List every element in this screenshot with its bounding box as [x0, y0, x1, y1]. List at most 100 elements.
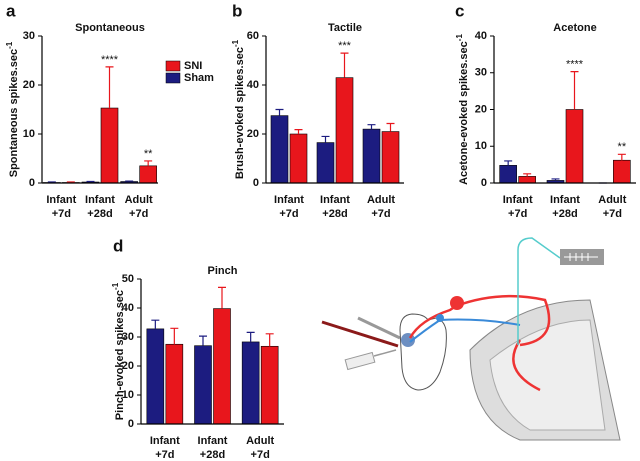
bar [381, 131, 400, 184]
bar [241, 341, 260, 425]
wire [517, 237, 561, 259]
y-tick-label: 0 [29, 177, 35, 189]
error-bar [367, 124, 376, 130]
error-bar [551, 178, 560, 181]
x-tick-label: +7d [279, 208, 298, 220]
chart-title: Tactile [328, 22, 362, 34]
bar [316, 142, 335, 184]
y-tick-label: 30 [122, 331, 134, 343]
error-bar [504, 160, 513, 166]
error-bar [151, 319, 160, 329]
error-bar [321, 135, 330, 143]
schematic [321, 237, 621, 441]
y-tick-label: 30 [475, 67, 487, 79]
bar [613, 159, 631, 184]
y-tick-label: 40 [122, 302, 134, 314]
x-tick-label: +7d [155, 449, 174, 461]
x-tick-label: Infant [550, 194, 580, 206]
bar [139, 165, 157, 184]
x-tick-label: +28d [87, 208, 112, 220]
bar [165, 343, 184, 425]
y-tick-label: 20 [122, 360, 134, 372]
legend-label: SNI [184, 60, 202, 72]
x-tick-label: +7d [371, 208, 390, 220]
error-bar [523, 173, 532, 177]
afferent-red [408, 294, 551, 347]
error-bar [218, 286, 226, 309]
x-tick-label: Adult [367, 194, 395, 206]
error-bar [294, 128, 303, 134]
brush [321, 320, 399, 348]
chart-title: Spontaneous [75, 22, 145, 34]
y-tick-label: 40 [247, 79, 259, 91]
significance: *** [338, 40, 352, 52]
y-tick-label: 0 [253, 177, 259, 189]
x-tick-label: Infant [274, 194, 304, 206]
y-tick-label: 60 [247, 30, 259, 42]
x-tick-label: Infant [198, 435, 228, 447]
chart-title: Acetone [553, 22, 596, 34]
error-bar [144, 160, 153, 166]
bar [362, 128, 381, 184]
x-tick-label: +28d [200, 449, 225, 461]
spike-trace [564, 253, 598, 261]
y-axis-label: Spontaneous spikes.sec-1 [5, 41, 20, 177]
y-axis-label-sup: -1 [231, 39, 240, 47]
y-tick-label: 0 [481, 177, 487, 189]
y-tick-label: 20 [247, 128, 259, 140]
x-tick-label: +7d [603, 208, 622, 220]
significance: **** [101, 54, 119, 66]
y-tick-label: 40 [475, 30, 487, 42]
needle [373, 349, 397, 357]
y-axis-label: Brush-evoked spikes.sec-1 [231, 39, 246, 179]
y-tick-label: 30 [23, 30, 35, 42]
x-tick-label: Adult [246, 435, 274, 447]
y-axis-label-sup: -1 [5, 41, 14, 49]
x-tick-label: +7d [52, 208, 71, 220]
x-tick-label: +28d [322, 208, 347, 220]
bar [499, 165, 517, 184]
bar [289, 133, 308, 184]
bar [270, 115, 289, 184]
syringe [344, 351, 376, 371]
error-bar [340, 52, 349, 78]
panel-label: c [455, 1, 464, 20]
bar [518, 176, 536, 184]
x-tick-label: Infant [85, 194, 115, 206]
dorsal-horn [489, 319, 606, 431]
panel-label: b [232, 1, 242, 20]
error-bar [617, 153, 626, 161]
chart-title: Pinch [208, 265, 238, 277]
error-bar [275, 108, 284, 116]
foot [399, 313, 447, 391]
x-tick-label: Infant [503, 194, 533, 206]
x-tick-label: Infant [46, 194, 76, 206]
y-tick-label: 10 [475, 140, 487, 152]
x-tick-label: +7d [251, 449, 270, 461]
x-tick-label: +28d [552, 208, 577, 220]
drg-red [450, 296, 464, 310]
y-axis-label-text: Pinch-evoked spikes.sec [114, 290, 126, 420]
x-tick-label: Adult [125, 194, 153, 206]
bar [194, 345, 212, 425]
legend-swatch [165, 72, 181, 84]
significance: ** [618, 141, 627, 153]
y-tick-label: 20 [23, 79, 35, 91]
drg-blue [436, 314, 444, 322]
x-tick-label: Infant [150, 435, 180, 447]
y-tick-label: 20 [475, 103, 487, 115]
y-axis-label-sup: -1 [455, 34, 464, 42]
forceps [357, 316, 401, 340]
bar [335, 77, 354, 184]
y-tick-label: 10 [23, 128, 35, 140]
y-axis-label: Pinch-evoked spikes.sec-1 [111, 282, 126, 420]
error-bar [570, 71, 579, 110]
panel-label: d [113, 236, 123, 255]
error-bar [386, 122, 395, 132]
error-bar [199, 335, 207, 346]
panel-label: a [6, 1, 16, 20]
projection [512, 339, 541, 392]
y-axis-label-sup: -1 [111, 282, 120, 290]
y-tick-label: 10 [122, 389, 134, 401]
